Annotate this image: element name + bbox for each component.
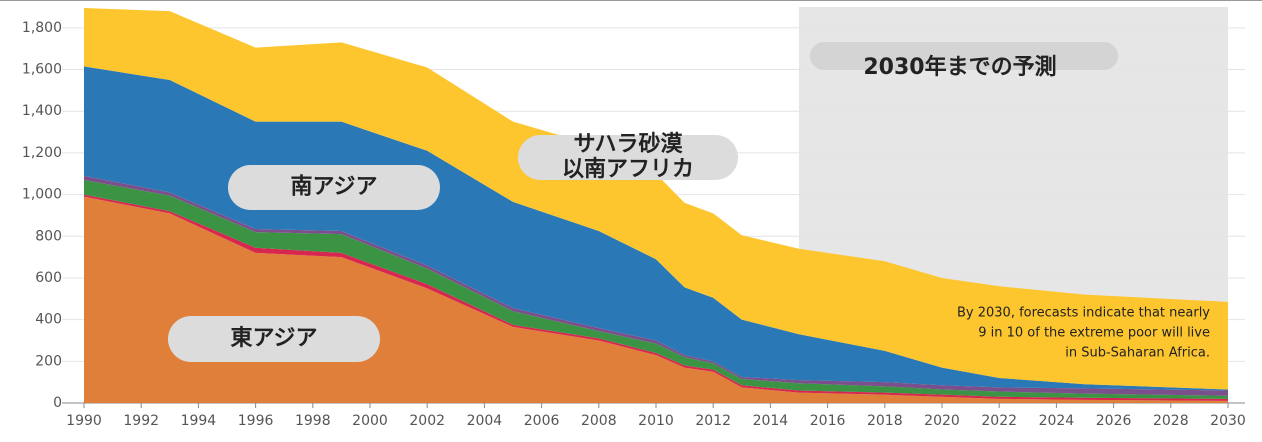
x-tick-label: 1996	[238, 413, 274, 429]
x-tick-label: 2018	[867, 413, 903, 429]
note: 9 in 10 of the extreme poor will live	[978, 326, 1210, 341]
y-tick-label: 1,000	[22, 187, 62, 203]
y-tick-label: 1,400	[22, 103, 62, 119]
region-label-pill	[518, 135, 738, 180]
y-tick-label: 800	[35, 228, 62, 244]
note: in Sub-Saharan Africa.	[1065, 346, 1210, 361]
x-tick-label: 1990	[66, 413, 102, 429]
x-tick-label: 2020	[924, 413, 960, 429]
x-tick-label: 2024	[1039, 413, 1075, 429]
forecast-pill	[810, 42, 1118, 70]
area	[84, 66, 1228, 391]
x-tick-label: 2022	[981, 413, 1017, 429]
region-label: サハラ砂漠	[573, 131, 683, 157]
region-label-pill	[228, 165, 440, 210]
x-tick-label: 2010	[638, 413, 674, 429]
x-tick-label: 1994	[181, 413, 217, 429]
y-tick-label: 0	[53, 395, 62, 411]
x-tick-label: 2016	[810, 413, 846, 429]
x-tick-label: 2030	[1210, 413, 1246, 429]
note: By 2030, forecasts indicate that nearly	[957, 306, 1210, 321]
x-tick-label: 2012	[695, 413, 731, 429]
region-label: 以南アフリカ	[562, 157, 694, 182]
region-label: 東アジア	[230, 326, 317, 351]
x-tick-label: 2006	[524, 413, 560, 429]
x-tick-label: 2028	[1153, 413, 1189, 429]
region-label: 南アジア	[290, 175, 377, 200]
x-tick-label: 2000	[352, 413, 388, 429]
forecast-label: 2030年までの予測	[863, 54, 1056, 80]
x-tick-label: 2014	[753, 413, 789, 429]
area	[84, 8, 1228, 390]
x-tick-label: 1998	[295, 413, 331, 429]
y-tick-label: 1,800	[22, 20, 62, 36]
x-tick-label: 2008	[581, 413, 617, 429]
y-tick-label: 200	[35, 353, 62, 369]
x-tick-label: 2004	[467, 413, 503, 429]
x-tick-label: 1992	[123, 413, 159, 429]
region-label-pill	[168, 316, 380, 362]
y-tick-label: 1,200	[22, 145, 62, 161]
y-tick-label: 400	[35, 312, 62, 328]
x-tick-label: 2002	[409, 413, 445, 429]
x-tick-label: 2026	[1096, 413, 1132, 429]
y-tick-label: 1,600	[22, 62, 62, 78]
y-tick-label: 600	[35, 270, 62, 286]
